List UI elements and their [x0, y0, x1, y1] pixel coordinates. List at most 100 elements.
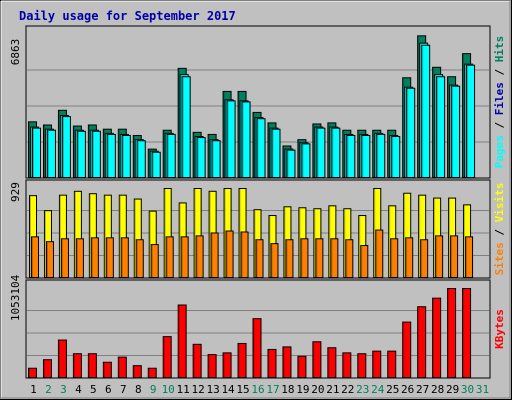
bar-sites-day-11 — [180, 236, 189, 278]
legend-visits-sites-part-0: Sites — [493, 242, 506, 275]
bar-sites-day-6 — [105, 237, 114, 278]
x-label-day-5: 5 — [90, 383, 97, 396]
bar-sites-day-28 — [435, 235, 444, 278]
legend-hits-files-pages-part-0: Pages — [493, 135, 506, 168]
bar-sites-day-24 — [375, 229, 384, 279]
bar-kbytes-day-5 — [87, 353, 97, 379]
bar-pages-day-10 — [166, 133, 176, 178]
bar-pages-day-1 — [32, 127, 41, 179]
bar-pages-day-8 — [136, 140, 146, 178]
bar-sites-day-10 — [165, 236, 174, 278]
bar-pages-day-6 — [106, 133, 116, 178]
bar-sites-day-15 — [240, 231, 249, 278]
bar-sites-day-13 — [210, 232, 219, 278]
bar-sites-day-2 — [45, 241, 54, 278]
x-label-day-30: 30 — [461, 383, 474, 396]
x-label-day-25: 25 — [386, 383, 399, 396]
bar-sites-day-29 — [450, 235, 459, 278]
bar-kbytes-day-4 — [72, 353, 82, 379]
bar-pages-day-4 — [76, 130, 86, 179]
legend-hits-files-pages: Pages / Files / Hits — [493, 36, 506, 169]
bar-kbytes-day-16 — [252, 318, 262, 378]
bar-pages-day-26 — [406, 87, 416, 178]
bar-sites-day-5 — [90, 237, 99, 278]
x-label-day-18: 18 — [281, 383, 294, 396]
bar-kbytes-day-9 — [147, 367, 157, 378]
x-label-day-9: 9 — [150, 383, 157, 396]
bar-kbytes-day-28 — [432, 297, 442, 378]
bar-sites-day-22 — [345, 239, 354, 279]
bar-pages-day-30 — [466, 64, 476, 178]
legend-visits-sites: Sites / Visits — [493, 183, 506, 276]
bar-pages-day-12 — [196, 137, 206, 178]
x-label-day-23: 23 — [356, 383, 369, 396]
x-label-day-4: 4 — [75, 383, 82, 396]
bar-kbytes-day-25 — [387, 350, 397, 379]
x-label-day-14: 14 — [221, 383, 235, 396]
bar-kbytes-day-21 — [327, 347, 337, 378]
bar-kbytes-day-7 — [117, 356, 127, 378]
x-label-day-21: 21 — [326, 383, 339, 396]
bar-sites-day-19 — [300, 238, 309, 279]
bar-kbytes-day-29 — [447, 288, 457, 378]
legend-kbytes: KBytes — [493, 309, 506, 349]
x-label-day-10: 10 — [162, 383, 175, 396]
x-label-day-20: 20 — [311, 383, 324, 396]
panel-visits-max-label: 929 — [9, 182, 22, 202]
panel-hits-max-label: 6863 — [9, 39, 22, 66]
bar-kbytes-day-11 — [177, 304, 187, 379]
bar-pages-day-19 — [301, 143, 311, 179]
bar-sites-day-23 — [360, 245, 369, 278]
bar-kbytes-day-2 — [42, 359, 52, 378]
bar-sites-day-21 — [330, 238, 339, 279]
legend-kbytes-part-0: KBytes — [493, 309, 506, 349]
legend-visits-sites-part-2: Visits — [493, 183, 506, 223]
x-label-day-15: 15 — [236, 383, 249, 396]
bar-sites-day-4 — [75, 238, 84, 279]
bar-sites-day-18 — [285, 239, 294, 279]
bar-kbytes-day-14 — [222, 352, 232, 379]
bar-pages-day-15 — [241, 101, 251, 178]
bar-pages-day-3 — [61, 116, 71, 178]
bar-kbytes-day-1 — [28, 367, 37, 378]
bar-sites-day-7 — [120, 237, 129, 278]
bar-sites-day-30 — [465, 236, 474, 278]
legend-hits-files-pages-part-2: Files — [493, 82, 506, 115]
chart-title: Daily usage for September 2017 — [19, 9, 236, 23]
bar-sites-day-14 — [225, 230, 234, 278]
bars-layer — [28, 35, 476, 379]
bar-pages-day-22 — [346, 134, 356, 178]
bar-pages-day-24 — [376, 133, 386, 178]
bar-kbytes-day-20 — [312, 341, 322, 379]
bar-sites-day-26 — [405, 237, 414, 278]
x-label-day-28: 28 — [431, 383, 444, 396]
bar-pages-day-7 — [121, 134, 131, 178]
bar-kbytes-day-6 — [102, 361, 112, 379]
bar-pages-day-2 — [46, 129, 56, 179]
bar-pages-day-17 — [271, 128, 281, 179]
bar-sites-day-9 — [150, 244, 159, 279]
bar-pages-day-16 — [256, 118, 266, 179]
legend-hits-files-pages-part-1: / — [493, 115, 506, 135]
x-label-day-1: 1 — [30, 383, 37, 396]
bar-kbytes-day-26 — [402, 321, 412, 378]
legend-hits-files-pages-part-3: / — [493, 62, 506, 82]
bar-pages-day-28 — [436, 76, 446, 178]
x-label-day-19: 19 — [296, 383, 309, 396]
bar-pages-day-27 — [421, 44, 431, 178]
legend-hits-files-pages-part-4: Hits — [493, 36, 506, 63]
bar-sites-day-1 — [31, 236, 39, 278]
bar-kbytes-day-10 — [162, 336, 172, 378]
bar-kbytes-day-24 — [372, 350, 382, 379]
x-label-day-26: 26 — [401, 383, 414, 396]
bar-pages-day-29 — [451, 85, 461, 178]
x-label-day-13: 13 — [206, 383, 219, 396]
x-label-day-12: 12 — [192, 383, 205, 396]
bar-sites-day-27 — [420, 239, 429, 279]
bar-kbytes-day-23 — [357, 353, 367, 379]
bar-sites-day-8 — [135, 239, 144, 279]
bar-kbytes-day-3 — [57, 339, 67, 379]
x-label-day-31: 31 — [476, 383, 489, 396]
bar-pages-day-9 — [151, 151, 161, 178]
bar-pages-day-21 — [331, 127, 341, 179]
